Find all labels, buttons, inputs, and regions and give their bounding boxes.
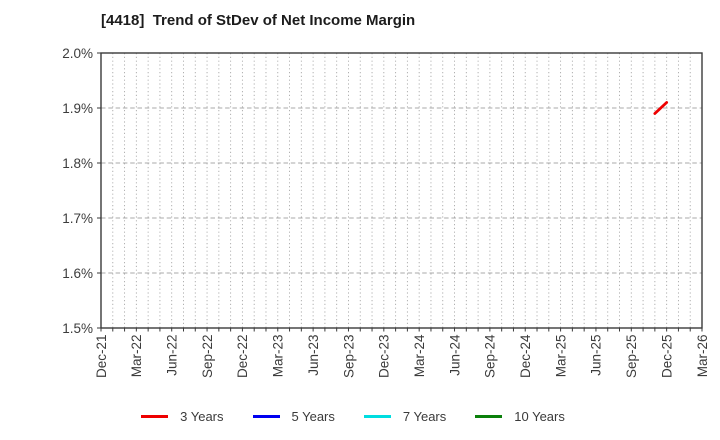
y-tick-label: 2.0% <box>62 46 93 61</box>
x-tick-label: Jun-25 <box>589 335 604 376</box>
x-tick-label: Dec-23 <box>377 335 392 379</box>
legend-swatch <box>252 414 280 418</box>
legend-label: 3 Years <box>180 408 224 424</box>
x-tick-label: Dec-25 <box>659 335 674 379</box>
legend-item-3-years: 3 Years <box>141 408 224 424</box>
x-tick-label: Mar-24 <box>412 334 427 377</box>
x-tick-label: Dec-22 <box>235 335 250 379</box>
legend: 3 Years 5 Years 7 Years 10 Years <box>0 404 706 428</box>
y-tick-label: 1.9% <box>62 101 93 116</box>
x-tick-label: Mar-22 <box>129 335 144 378</box>
x-tick-label: Jun-22 <box>165 335 180 376</box>
legend-swatch <box>475 414 503 418</box>
legend-label: 5 Years <box>291 408 335 424</box>
y-tick-label: 1.5% <box>62 321 93 336</box>
legend-swatch <box>141 414 169 418</box>
x-tick-label: Mar-25 <box>553 335 568 378</box>
x-tick-label: Dec-24 <box>518 334 533 378</box>
legend-swatch <box>363 414 391 418</box>
x-tick-label: Mar-23 <box>271 335 286 378</box>
plot-border <box>100 52 703 329</box>
legend-item-10-years: 10 Years <box>475 409 565 424</box>
x-tick-label: Sep-25 <box>624 335 639 379</box>
y-tick-label: 1.6% <box>62 266 93 281</box>
x-tick-label: Sep-24 <box>483 334 498 378</box>
legend-label: 7 Years <box>402 408 447 424</box>
chart-title: [4418] Trend of StDev of Net Income Marg… <box>101 12 416 29</box>
legend-item-5-years: 5 Years <box>252 408 335 424</box>
x-tick-label: Jun-24 <box>447 334 462 376</box>
y-tick-label: 1.7% <box>62 211 93 226</box>
x-tick-label: Sep-23 <box>341 335 356 379</box>
x-tick-label: Jun-23 <box>306 335 321 376</box>
x-tick-label: Dec-21 <box>94 335 109 379</box>
x-tick-label: Mar-26 <box>695 335 710 378</box>
x-tick-label: Sep-22 <box>200 335 215 379</box>
y-tick-label: 1.8% <box>62 156 93 171</box>
legend-item-7-years: 7 Years <box>363 408 447 424</box>
legend-label: 10 Years <box>514 408 565 424</box>
series-line-3-years <box>653 101 669 115</box>
